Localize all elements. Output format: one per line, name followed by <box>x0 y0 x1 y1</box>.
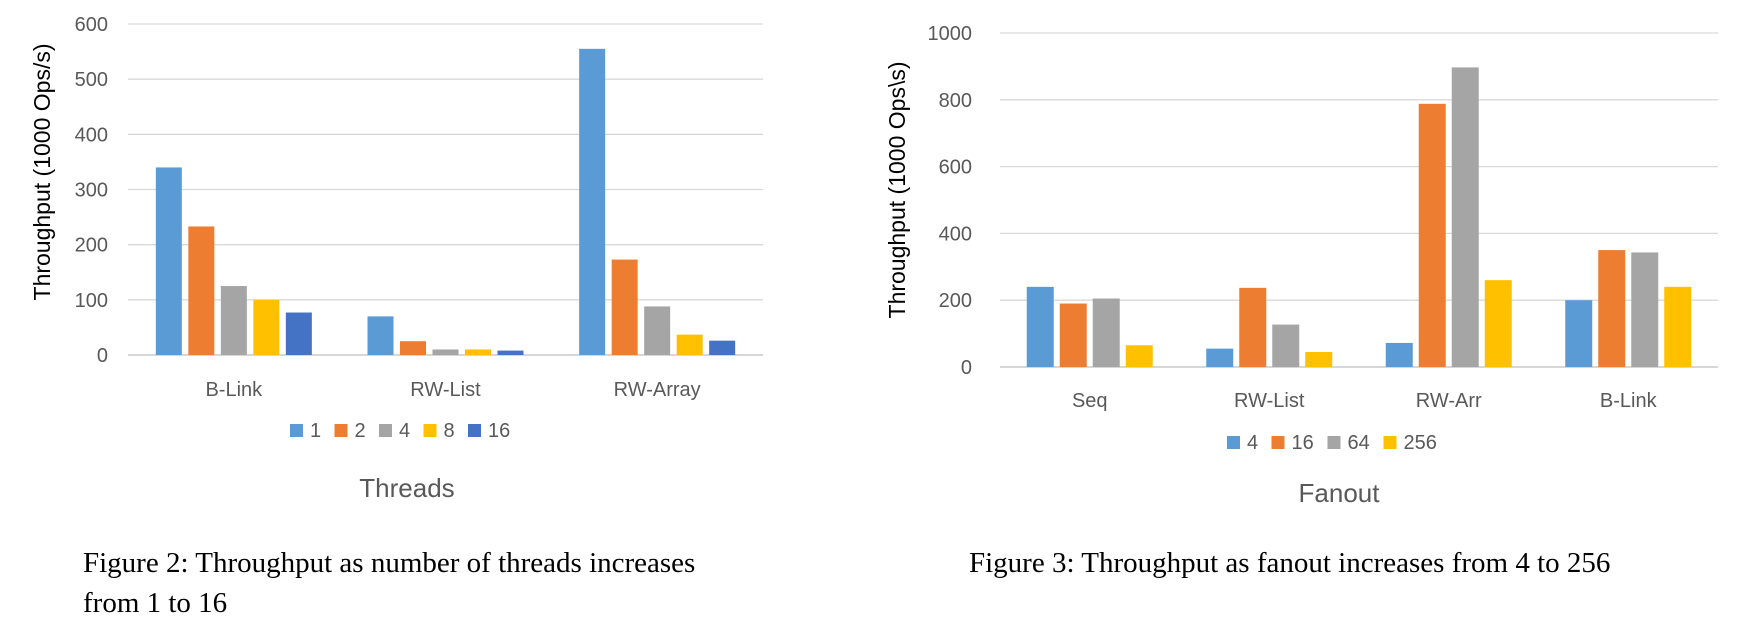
bar-b-link-series-1 <box>155 167 182 355</box>
legend-swatch <box>1271 436 1285 449</box>
legend-label: 1 <box>310 420 321 442</box>
y-tick-label: 800 <box>939 90 972 112</box>
legend-swatch <box>1383 436 1397 449</box>
legend-item: 256 <box>1383 432 1437 454</box>
category-label: RW-Arr <box>1416 390 1482 412</box>
legend-label: 2 <box>355 420 366 442</box>
legend-swatch <box>468 424 481 437</box>
chart-fanout-y-ticks: 0 200 400 600 800 1000 <box>928 23 973 379</box>
category-label: RW-List <box>410 379 481 401</box>
y-tick-label: 600 <box>939 157 972 179</box>
figure-2-caption-line-1: Figure 2: Throughput as number of thread… <box>83 547 695 579</box>
bar-rw-list-series-16 <box>497 350 524 355</box>
legend-swatch <box>334 424 348 437</box>
bar-rw-list-series-8 <box>465 349 491 355</box>
legend-label: 256 <box>1404 432 1437 454</box>
bar-rw-list-series-4 <box>432 349 459 355</box>
legend-swatch <box>1327 436 1341 449</box>
bar-rw-list-series-16 <box>1239 287 1267 367</box>
bar-rw-list-series-4 <box>1206 348 1234 367</box>
legend-swatch <box>290 424 303 437</box>
legend-item: 1 <box>290 420 321 442</box>
y-tick-label: 400 <box>75 124 108 146</box>
y-tick-label: 400 <box>939 223 972 245</box>
bar-b-link-series-16 <box>1598 250 1626 367</box>
bar-rw-array-series-8 <box>676 334 703 355</box>
y-tick-label: 200 <box>939 290 972 312</box>
bar-rw-array-series-2 <box>611 259 638 355</box>
chart-fanout-bars <box>1026 67 1692 368</box>
bar-b-link-series-16 <box>285 312 312 355</box>
bar-seq-series-16 <box>1059 303 1087 367</box>
chart-threads: 0 100 200 300 400 500 600 B-Link RW-List RW-Arra… <box>29 14 763 619</box>
bar-rw-arr-series-64 <box>1451 67 1479 367</box>
category-label: B-Link <box>1600 390 1658 412</box>
bar-b-link-series-4 <box>220 286 247 355</box>
legend-label: 8 <box>444 420 455 442</box>
legend-item: 16 <box>1271 432 1314 454</box>
legend-label: 4 <box>399 420 410 442</box>
bar-rw-arr-series-256 <box>1484 280 1512 367</box>
figure-2-caption-line-2: from 1 to 16 <box>83 587 227 619</box>
bar-rw-list-series-64 <box>1272 324 1300 367</box>
legend-label: 16 <box>488 420 510 442</box>
y-tick-label: 600 <box>75 14 108 36</box>
bar-rw-array-series-16 <box>709 340 736 355</box>
bar-rw-list-series-256 <box>1305 351 1333 367</box>
chart-threads-y-ticks: 0 100 200 300 400 500 600 <box>75 14 108 367</box>
bar-b-link-series-256 <box>1664 286 1692 367</box>
category-label: B-Link <box>205 379 263 401</box>
bar-b-link-series-64 <box>1631 252 1659 367</box>
y-tick-label: 500 <box>75 69 108 91</box>
bar-seq-series-4 <box>1026 286 1054 367</box>
bar-rw-arr-series-4 <box>1385 342 1413 367</box>
chart-fanout-y-axis-label: Throughput (1000 Ops\s) <box>884 62 910 319</box>
legend-swatch <box>1227 436 1240 449</box>
legend-item: 2 <box>334 420 366 442</box>
category-label: RW-Array <box>614 379 701 401</box>
bar-rw-arr-series-16 <box>1418 103 1446 368</box>
y-tick-label: 0 <box>97 345 108 367</box>
y-tick-label: 200 <box>75 235 108 257</box>
bar-b-link-series-4 <box>1565 300 1593 367</box>
bar-rw-list-series-1 <box>367 316 394 355</box>
bar-b-link-series-2 <box>188 226 215 355</box>
bar-seq-series-256 <box>1125 345 1153 367</box>
legend-swatch <box>379 424 392 437</box>
legend-item: 4 <box>379 420 410 442</box>
chart-fanout-x-axis-label: Fanout <box>1299 478 1381 508</box>
y-tick-label: 300 <box>75 180 108 202</box>
legend-label: 16 <box>1292 432 1314 454</box>
bar-rw-array-series-4 <box>644 306 671 355</box>
bar-rw-list-series-2 <box>400 341 426 355</box>
bar-seq-series-64 <box>1092 298 1120 367</box>
legend-label: 64 <box>1348 432 1370 454</box>
category-label: Seq <box>1072 390 1108 412</box>
chart-threads-legend: 1 2 4 8 16 <box>290 420 510 442</box>
bar-b-link-series-8 <box>253 299 280 355</box>
chart-fanout-category-labels: Seq RW-List RW-Arr B-Link <box>1072 390 1658 412</box>
chart-threads-category-labels: B-Link RW-List RW-Array <box>205 379 700 401</box>
chart-threads-y-axis-label: Throughput (1000 Ops/s) <box>29 44 55 301</box>
legend-label: 4 <box>1247 432 1258 454</box>
chart-threads-bars <box>155 48 736 355</box>
legend-item: 16 <box>468 420 510 442</box>
y-tick-label: 100 <box>75 290 108 312</box>
legend-item: 8 <box>423 420 455 442</box>
chart-fanout: 0 200 400 600 800 1000 Seq RW-List RW-Arr B-Link… <box>884 23 1718 579</box>
y-tick-label: 1000 <box>928 23 973 45</box>
chart-fanout-legend: 4 16 64 256 <box>1227 432 1437 454</box>
legend-item: 64 <box>1327 432 1370 454</box>
y-tick-label: 0 <box>961 357 972 379</box>
category-label: RW-List <box>1234 390 1305 412</box>
figure-3-caption: Figure 3: Throughput as fanout increases… <box>969 547 1610 579</box>
legend-swatch <box>423 424 437 437</box>
legend-item: 4 <box>1227 432 1258 454</box>
bar-rw-array-series-1 <box>579 48 606 355</box>
chart-threads-x-axis-label: Threads <box>359 473 454 503</box>
